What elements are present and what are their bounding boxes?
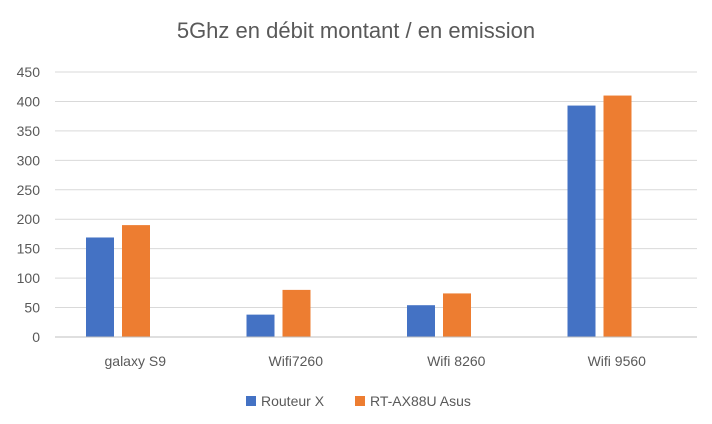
chart-title: 5Ghz en débit montant / en emission — [177, 18, 535, 43]
y-tick-label: 0 — [32, 329, 40, 345]
bar — [567, 105, 596, 337]
y-tick-label: 100 — [17, 270, 41, 286]
bar — [282, 289, 311, 337]
y-tick-label: 200 — [17, 211, 41, 227]
bar — [407, 305, 435, 337]
x-tick-label: Wifi7260 — [269, 353, 324, 369]
x-tick-label: Wifi 9560 — [588, 353, 647, 369]
bar — [603, 95, 632, 337]
y-tick-label: 150 — [17, 241, 41, 257]
y-axis-ticks: 0 50 100 150 200 250 300 350 400 450 — [17, 64, 41, 345]
bar — [246, 314, 275, 337]
legend-label: Routeur X — [261, 393, 325, 409]
y-tick-label: 400 — [17, 93, 41, 109]
legend-label: RT-AX88U Asus — [370, 393, 471, 409]
legend-swatch — [246, 396, 256, 406]
x-tick-label: galaxy S9 — [105, 353, 167, 369]
bars — [86, 95, 632, 337]
y-tick-label: 450 — [17, 64, 41, 80]
y-tick-label: 300 — [17, 152, 41, 168]
x-axis-labels: galaxy S9 Wifi7260 Wifi 8260 Wifi 9560 — [105, 353, 647, 369]
y-tick-label: 250 — [17, 182, 41, 198]
bar — [443, 293, 471, 337]
bar — [122, 225, 150, 337]
y-tick-label: 350 — [17, 123, 41, 139]
x-tick-label: Wifi 8260 — [427, 353, 486, 369]
bar — [86, 237, 114, 337]
legend-swatch — [355, 396, 365, 406]
legend: Routeur X RT-AX88U Asus — [246, 393, 471, 409]
y-tick-label: 50 — [24, 300, 40, 316]
gridlines — [55, 71, 697, 309]
